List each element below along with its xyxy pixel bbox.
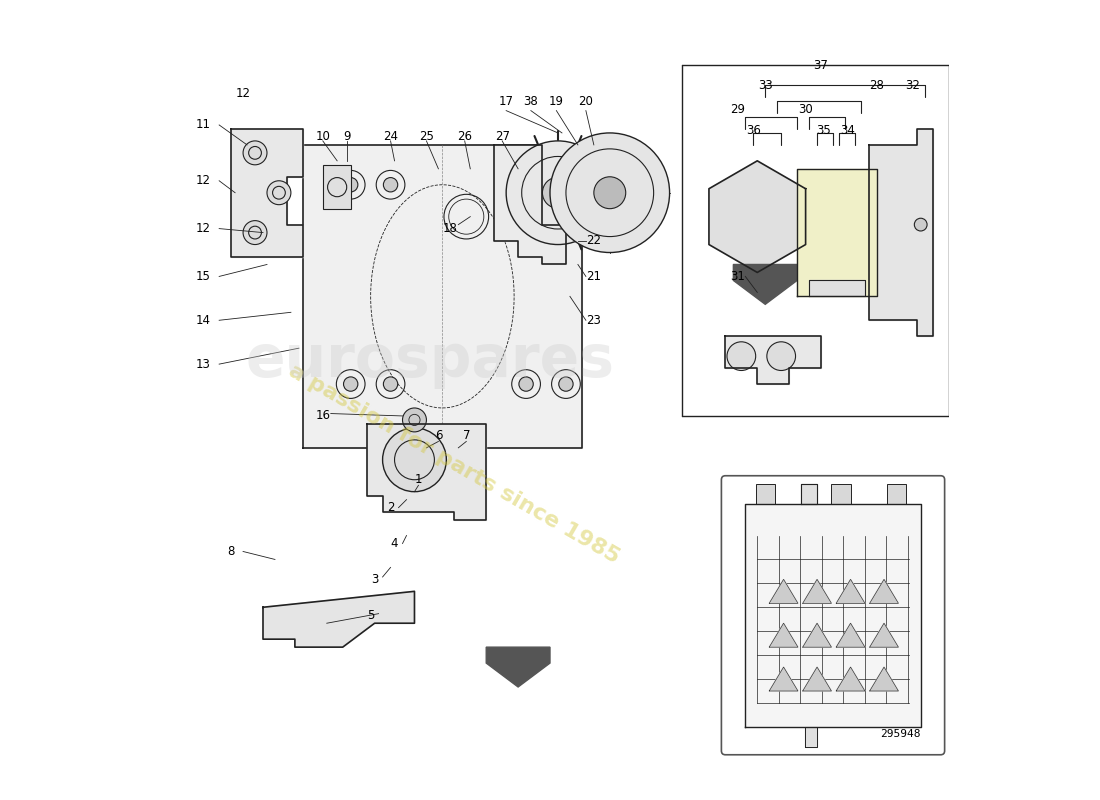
- Text: 31: 31: [730, 270, 745, 283]
- Text: 9: 9: [343, 130, 351, 143]
- Text: 6: 6: [434, 430, 442, 442]
- Circle shape: [343, 178, 358, 192]
- Text: 12: 12: [196, 222, 211, 235]
- Text: eurospares: eurospares: [246, 332, 615, 389]
- Text: 16: 16: [316, 410, 330, 422]
- Text: 21: 21: [586, 270, 602, 283]
- Polygon shape: [494, 145, 565, 265]
- Polygon shape: [805, 727, 817, 746]
- Text: 17: 17: [498, 94, 514, 107]
- Circle shape: [744, 202, 771, 230]
- Circle shape: [243, 141, 267, 165]
- Circle shape: [506, 141, 609, 245]
- Polygon shape: [746, 504, 921, 727]
- Bar: [888, 484, 906, 504]
- Circle shape: [383, 428, 447, 492]
- Bar: [832, 484, 850, 504]
- Text: 23: 23: [586, 314, 602, 326]
- Text: 13: 13: [196, 358, 210, 370]
- Polygon shape: [725, 336, 821, 384]
- Text: 25: 25: [419, 130, 433, 143]
- Text: 5: 5: [367, 609, 374, 622]
- Text: 34: 34: [840, 124, 855, 137]
- Text: 37: 37: [814, 58, 828, 72]
- Text: 12: 12: [196, 174, 211, 187]
- Polygon shape: [769, 623, 798, 647]
- Circle shape: [542, 177, 573, 208]
- Circle shape: [384, 178, 398, 192]
- Circle shape: [243, 221, 267, 245]
- Text: 33: 33: [758, 78, 772, 91]
- Text: 38: 38: [524, 94, 538, 107]
- Text: 36: 36: [746, 124, 761, 137]
- Text: 14: 14: [196, 314, 211, 326]
- Text: a passion for parts since 1985: a passion for parts since 1985: [285, 361, 624, 567]
- Polygon shape: [302, 145, 582, 448]
- Text: 35: 35: [816, 124, 831, 137]
- Text: 295948: 295948: [880, 729, 921, 739]
- Polygon shape: [801, 484, 817, 504]
- Text: 4: 4: [390, 537, 398, 550]
- Circle shape: [594, 177, 626, 209]
- Polygon shape: [803, 623, 832, 647]
- Circle shape: [343, 377, 358, 391]
- Circle shape: [550, 133, 670, 253]
- Polygon shape: [870, 623, 899, 647]
- Text: 28: 28: [869, 78, 884, 91]
- Text: 7: 7: [462, 430, 470, 442]
- Circle shape: [559, 178, 573, 192]
- Circle shape: [267, 181, 290, 205]
- FancyBboxPatch shape: [722, 476, 945, 754]
- Circle shape: [403, 408, 427, 432]
- Circle shape: [519, 377, 534, 391]
- Text: 20: 20: [579, 94, 593, 107]
- Circle shape: [519, 178, 534, 192]
- Polygon shape: [810, 281, 865, 296]
- Text: 32: 32: [905, 78, 921, 91]
- Circle shape: [914, 218, 927, 231]
- Polygon shape: [836, 623, 865, 647]
- Text: 2: 2: [387, 501, 394, 514]
- Bar: [322, 165, 351, 209]
- Bar: [756, 484, 774, 504]
- Text: 15: 15: [196, 270, 210, 283]
- Text: 10: 10: [316, 130, 330, 143]
- Circle shape: [384, 377, 398, 391]
- Polygon shape: [836, 667, 865, 691]
- Polygon shape: [263, 591, 415, 647]
- Polygon shape: [231, 129, 302, 257]
- Polygon shape: [798, 169, 877, 296]
- Text: 26: 26: [458, 130, 472, 143]
- Polygon shape: [708, 161, 805, 273]
- Text: 11: 11: [196, 118, 211, 131]
- Text: 24: 24: [383, 130, 398, 143]
- Text: 3: 3: [371, 573, 378, 586]
- Polygon shape: [769, 667, 798, 691]
- Text: 29: 29: [729, 102, 745, 115]
- Text: 1: 1: [415, 474, 422, 486]
- Polygon shape: [870, 667, 899, 691]
- Polygon shape: [769, 579, 798, 603]
- Text: 19: 19: [549, 94, 564, 107]
- Circle shape: [767, 342, 795, 370]
- Circle shape: [727, 342, 756, 370]
- Polygon shape: [366, 424, 486, 519]
- Polygon shape: [803, 579, 832, 603]
- Text: 30: 30: [798, 102, 813, 115]
- Text: 22: 22: [586, 234, 602, 247]
- Text: 12: 12: [235, 86, 251, 99]
- Polygon shape: [803, 667, 832, 691]
- Circle shape: [559, 377, 573, 391]
- Text: 8: 8: [228, 545, 234, 558]
- Polygon shape: [869, 129, 933, 336]
- Polygon shape: [734, 265, 798, 304]
- Text: 27: 27: [495, 130, 509, 143]
- Polygon shape: [486, 647, 550, 687]
- Polygon shape: [836, 579, 865, 603]
- Text: 18: 18: [443, 222, 458, 235]
- Polygon shape: [870, 579, 899, 603]
